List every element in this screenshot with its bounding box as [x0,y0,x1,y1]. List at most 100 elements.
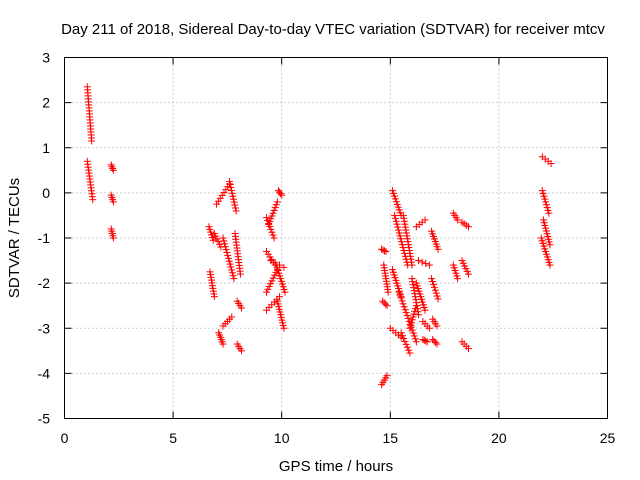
data-point [415,311,423,319]
data-point [382,300,390,308]
data-point [410,332,418,340]
data-point [277,190,285,198]
y-tick-label: -5 [38,411,51,427]
data-point [434,245,442,253]
data-point [411,335,419,343]
data-point [231,201,239,209]
data-point [415,257,423,265]
data-point [236,270,244,278]
data-point [400,335,408,343]
x-tick-label: 20 [491,430,507,446]
data-point [464,223,472,231]
data-point [379,297,387,305]
data-point [408,261,416,269]
data-point [418,258,426,266]
data-point [209,236,217,244]
data-point [222,246,230,254]
y-tick-label: -4 [38,365,51,381]
data-point [231,204,239,212]
data-point [422,337,430,345]
x-tick-label: 0 [61,430,69,446]
y-axis-title: SDTVAR / TECUs [6,178,23,298]
data-point [219,340,227,348]
data-point [409,329,417,337]
y-tick-label: 2 [42,95,50,111]
data-point [226,260,234,268]
data-point [398,332,406,340]
data-point [268,228,276,236]
data-point [400,214,408,222]
tick-labels: 0 5 10 15 20 25 -5 -4 -3 -2 -1 0 1 2 3 [38,50,616,447]
data-point [433,292,441,300]
data-point [406,252,414,260]
data-point [401,220,409,228]
data-point [392,217,400,225]
data-point [399,211,407,219]
data-point [88,137,96,145]
data-point [383,302,391,310]
data-point [384,288,392,296]
data-point [381,247,389,255]
data-point [269,231,277,239]
data-point [434,295,442,303]
data-point [395,229,403,237]
data-point [398,297,406,305]
data-point [382,248,390,256]
data-point [230,275,238,283]
data-point [383,372,391,380]
data-point [228,313,236,321]
data-point [402,309,410,317]
data-point [220,237,228,245]
data-point [402,226,410,234]
data-point [403,235,411,243]
plot-frame [64,57,608,419]
data-point [412,302,420,310]
data-point [399,244,407,252]
chart-title: Day 211 of 2018, Sidereal Day-to-day VTE… [61,21,605,38]
data-point [391,214,399,222]
data-point [397,294,405,302]
grid [64,57,608,419]
data-point [410,287,418,295]
y-tick-label: -1 [38,230,51,246]
data-point [109,234,117,242]
data-point [464,270,472,278]
data-point [454,216,462,224]
data-point [396,232,404,240]
data-point [221,243,229,251]
data-point [226,181,234,189]
data-point [109,198,117,206]
data-point [394,223,402,231]
data-point [276,293,284,301]
data-point [398,241,406,249]
data-point [267,225,275,233]
data-point [238,304,246,312]
data-point [400,217,408,225]
data-point [403,343,411,351]
data-point [394,226,402,234]
data-point [419,336,427,344]
data-point [267,257,275,265]
data-point [228,189,236,197]
data-point [409,281,417,289]
data-point [229,272,237,280]
data-point [228,266,236,274]
data-point [412,338,420,346]
data-point [405,244,413,252]
data-point [425,261,433,269]
data-point [230,198,238,206]
data-point [109,166,117,174]
data-point [429,280,437,288]
data-point [546,241,554,249]
data-point [429,336,437,344]
data-point [404,314,412,322]
data-point [401,223,409,231]
data-point [238,347,246,355]
data-point [421,216,429,224]
data-point [224,251,232,259]
x-tick-label: 15 [383,430,399,446]
y-tick-label: -2 [38,275,51,291]
data-point [393,220,401,228]
data-point [410,284,418,292]
